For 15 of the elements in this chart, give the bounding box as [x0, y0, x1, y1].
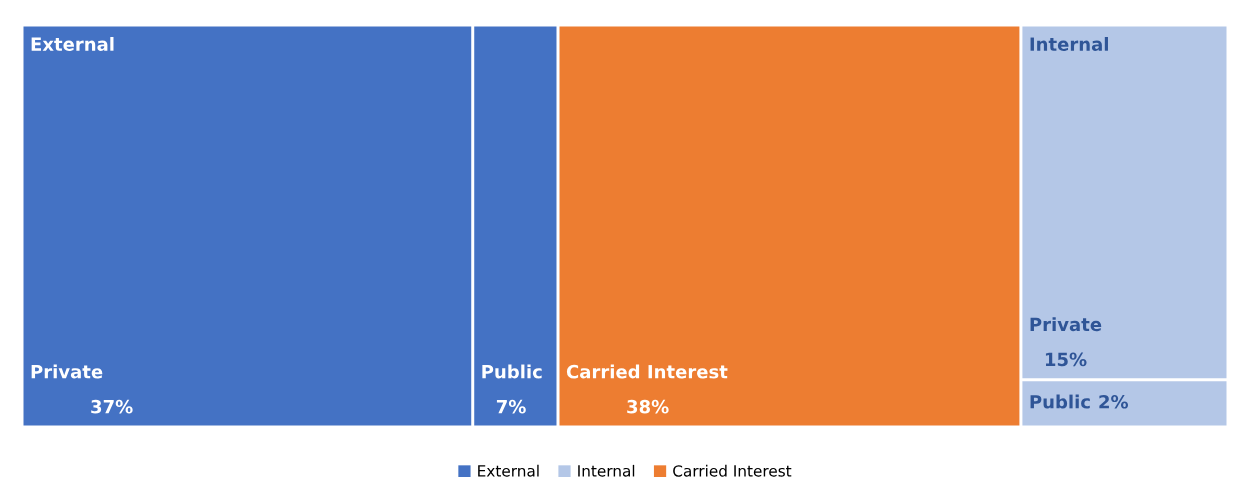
legend-label: Carried Interest	[673, 464, 792, 477]
category-label: Private	[31, 364, 103, 379]
legend-label: External	[478, 464, 539, 477]
data-label: 37%	[91, 399, 133, 414]
category-label: Carried Interest	[566, 364, 728, 379]
category-label: Public	[1030, 394, 1090, 409]
data-label: 2%	[1099, 394, 1129, 409]
category-label: Private	[1030, 317, 1102, 332]
data-label: 38%	[627, 399, 669, 414]
category-label: Public	[482, 364, 542, 379]
text: External	[31, 37, 114, 51]
data-label: 15%	[1045, 352, 1087, 367]
data-label: 7%	[496, 399, 526, 414]
legend-label: Internal	[578, 464, 635, 477]
text: Internal	[1030, 37, 1108, 51]
